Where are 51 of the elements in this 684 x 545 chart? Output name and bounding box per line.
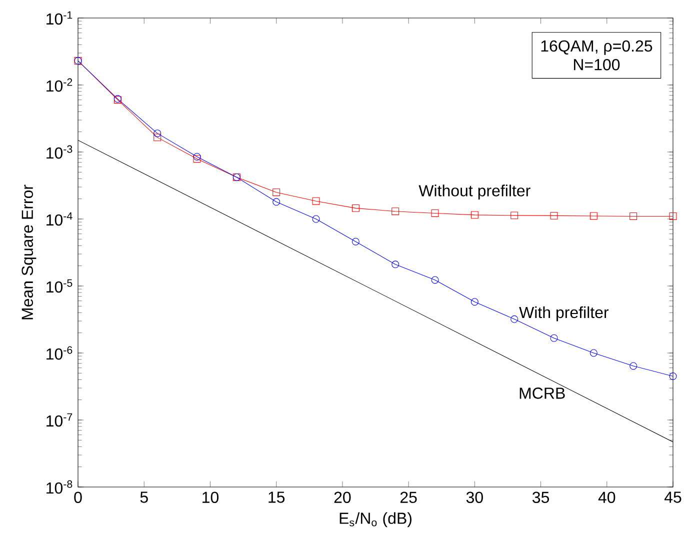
point <box>352 204 360 212</box>
x-axis-title: E$_{s}$/N$_{o}$ (dB) <box>340 512 412 528</box>
point <box>272 198 280 206</box>
point <box>669 372 677 380</box>
y-tick-label: 10$^{-1}$ <box>46 11 72 25</box>
point <box>392 208 400 216</box>
point <box>312 197 320 205</box>
point <box>590 212 598 220</box>
x-tick-label: 45 <box>664 492 682 503</box>
y-tick-label: 10$^{-5}$ <box>46 279 72 293</box>
point <box>312 215 320 223</box>
point <box>470 298 478 306</box>
point <box>154 130 162 138</box>
y-tick-label: 10$^{-3}$ <box>46 145 72 159</box>
y-tick-label: 10$^{-7}$ <box>46 413 72 427</box>
point <box>630 212 638 220</box>
x-tick-label: 20 <box>334 492 351 504</box>
point <box>630 362 638 370</box>
annotation: 16QAM, ρ=0.25 <box>541 40 652 55</box>
point <box>431 276 439 284</box>
y-tick-label: 10$^{-6}$ <box>46 346 72 360</box>
x-tick-label: 5 <box>140 492 148 503</box>
point <box>193 152 201 160</box>
point <box>193 155 201 163</box>
y-axis-title: Mean Square Error <box>22 184 36 320</box>
series-label: With prefilter <box>519 306 609 322</box>
point <box>272 188 280 196</box>
annotation: N=100 <box>574 59 620 70</box>
series-label: MCRB <box>520 388 565 399</box>
point <box>590 349 598 357</box>
x-tick-label: 0 <box>74 492 82 504</box>
point <box>550 334 558 342</box>
y-tick-label: 10$^{-2}$ <box>46 78 72 92</box>
point <box>392 260 400 268</box>
x-tick-label: 15 <box>268 492 285 503</box>
x-tick-label: 35 <box>532 492 549 504</box>
point <box>352 238 360 246</box>
point <box>431 209 439 217</box>
point <box>669 212 677 220</box>
series-label: Without prefilter <box>418 184 530 200</box>
point <box>470 211 478 219</box>
x-tick-label: 30 <box>466 492 483 504</box>
point <box>510 212 518 220</box>
y-tick-label: 10$^{-8}$ <box>46 480 72 494</box>
x-tick-label: 25 <box>400 492 417 504</box>
y-tick-label: 10$^{-4}$ <box>46 212 72 226</box>
x-tick-label: 10 <box>202 492 219 504</box>
point <box>550 212 558 220</box>
point <box>154 134 162 142</box>
point <box>510 315 518 323</box>
x-tick-label: 40 <box>598 492 616 504</box>
